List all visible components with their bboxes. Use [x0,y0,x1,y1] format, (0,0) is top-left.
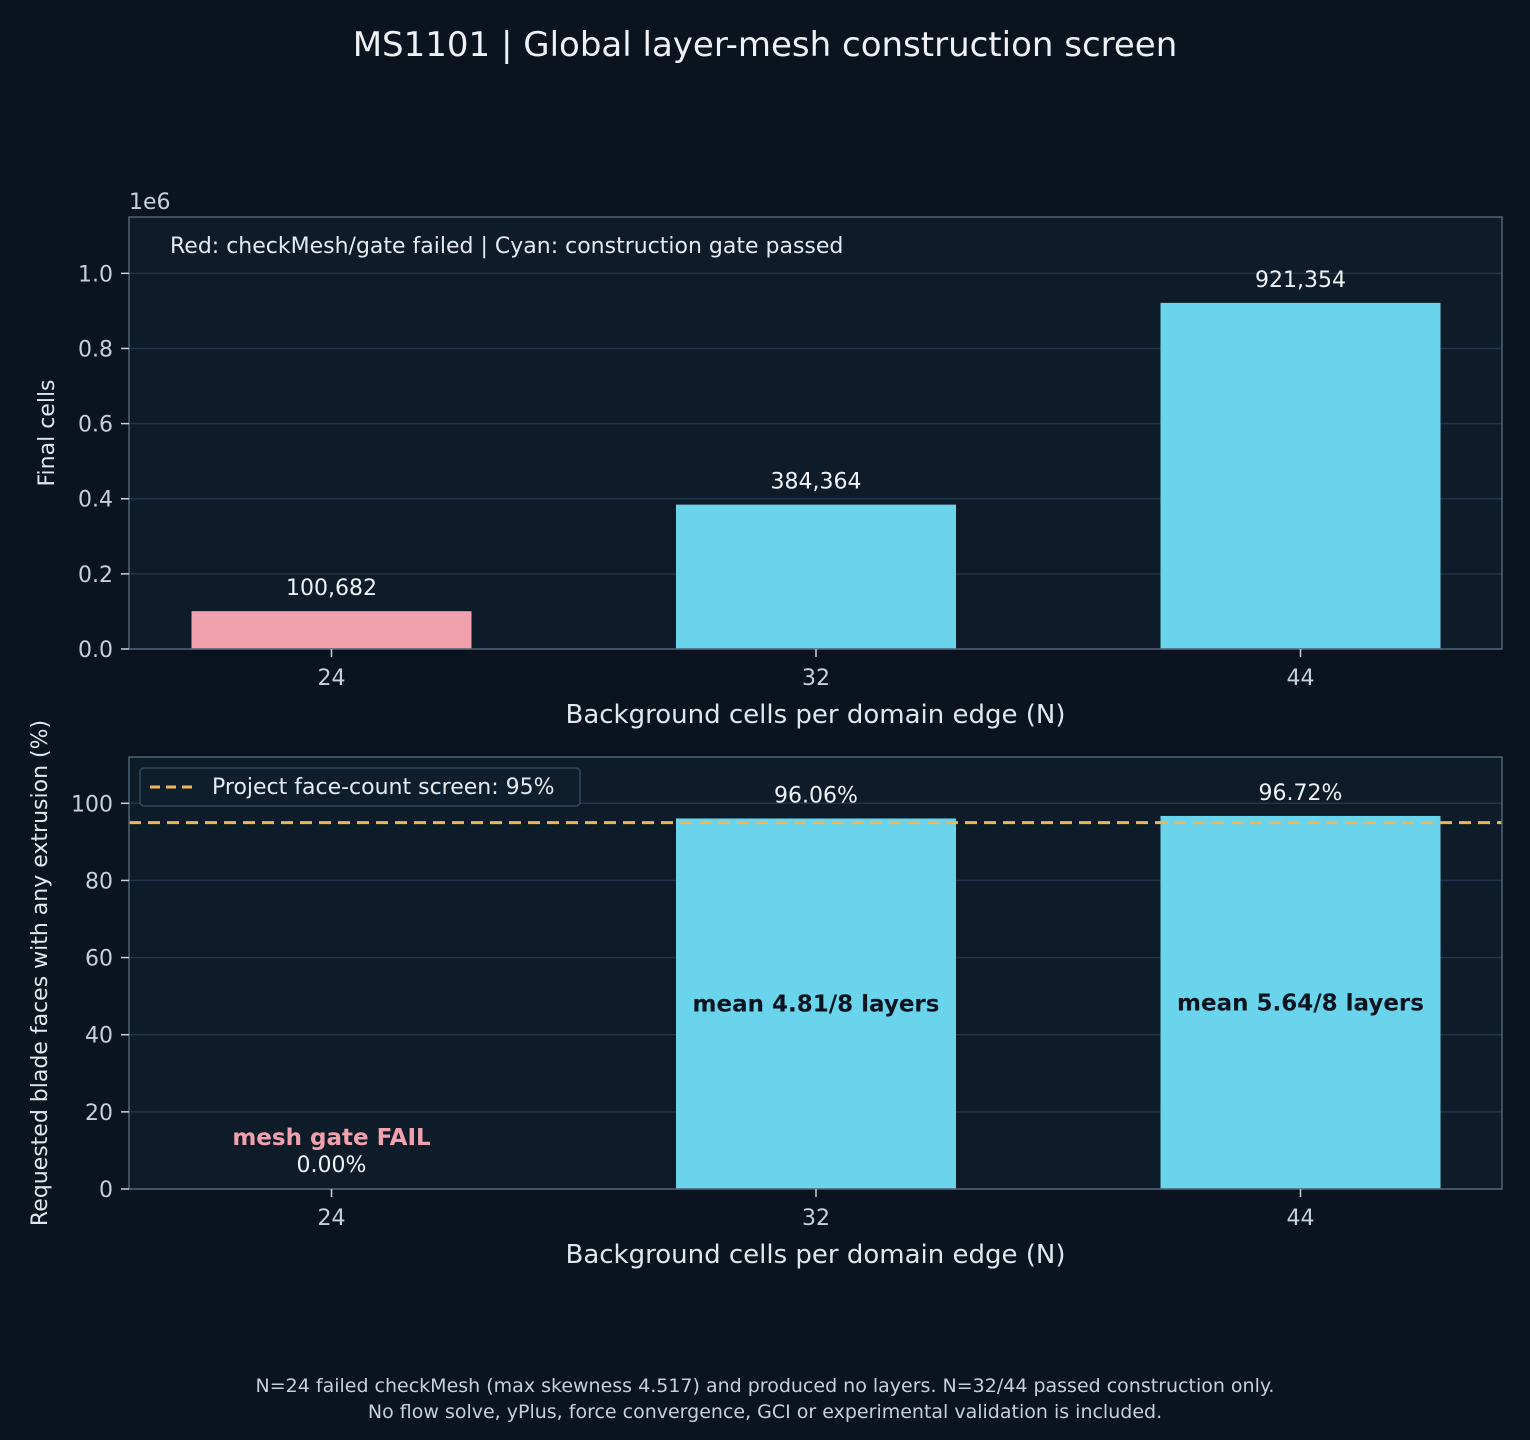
fail-annotation: mesh gate FAIL [232,1125,431,1151]
x-tick-label: 24 [318,666,346,691]
x-tick-label: 32 [802,1206,830,1231]
y-tick-label: 100 [71,792,113,817]
bar-annotation-44: mean 5.64/8 layers [1177,990,1424,1016]
legend-box [139,767,581,807]
x-tick-label: 44 [1287,1206,1315,1231]
legend: Project face-count screen: 95% [139,767,581,807]
value-label-32: 96.06% [774,783,858,808]
y-tick-label: 60 [85,947,113,972]
extrusion-y-axis-label: Requested blade faces with any extrusion… [28,720,53,1226]
y-tick-label: 0.2 [78,563,113,588]
y-tick-label: 20 [85,1101,113,1126]
footnote-line-2: No flow solve, yPlus, force convergence,… [368,1401,1162,1423]
bar-32 [676,818,956,1189]
bar-44 [1160,815,1441,1189]
chart-title: MS1101 | Global layer-mesh construction … [353,25,1178,65]
cells-y-axis-label: Final cells [35,379,60,486]
legend-threshold-label: Project face-count screen: 95% [212,775,555,800]
value-label-24: 0.00% [297,1153,367,1178]
extrusion-x-axis-label: Background cells per domain edge (N) [565,1240,1065,1270]
bar-annotation-32: mean 4.81/8 layers [693,992,940,1018]
value-label-44: 96.72% [1259,781,1343,806]
cells-x-axis-label: Background cells per domain edge (N) [565,700,1065,730]
bar-24 [191,611,472,649]
y-tick-label: 0.8 [78,337,113,362]
cells-offset-label: 1e6 [129,190,171,215]
y-tick-label: 80 [85,869,113,894]
y-tick-label: 0.4 [78,488,113,513]
extrusion-ticks: 0 20 40 60 80 100 24 32 44 [71,792,1315,1231]
y-tick-label: 40 [85,1024,113,1049]
x-tick-label: 32 [802,666,830,691]
bar-44 [1160,302,1441,649]
bar-32 [676,504,956,649]
value-label-32: 384,364 [771,470,862,495]
y-tick-label: 0 [99,1178,113,1203]
y-tick-label: 1.0 [78,262,113,287]
y-tick-label: 0.6 [78,413,113,438]
extrusion-bars: 0.00% 96.06% 96.72% mesh gate FAIL mean 4.81… [232,781,1441,1189]
x-tick-label: 44 [1287,666,1315,691]
y-tick-label: 0.0 [78,638,113,663]
extrusion-panel: 0.00% 96.06% 96.72% mesh gate FAIL mean 4.81… [28,720,1503,1270]
footnote-line-1: N=24 failed checkMesh (max skewness 4.51… [256,1375,1275,1397]
x-tick-label: 24 [318,1206,346,1231]
cells-bars: 100,682 384,364 921,354 [191,268,1441,649]
value-label-24: 100,682 [286,576,377,601]
cells-panel: 100,682 384,364 921,354 0.0 0.2 0.4 0.6 0.8 1.0… [35,190,1503,730]
value-label-44: 921,354 [1255,268,1346,293]
cells-ticks: 0.0 0.2 0.4 0.6 0.8 1.0 24 32 44 [78,262,1315,691]
cells-color-key: Red: checkMesh/gate failed | Cyan: const… [170,234,843,259]
